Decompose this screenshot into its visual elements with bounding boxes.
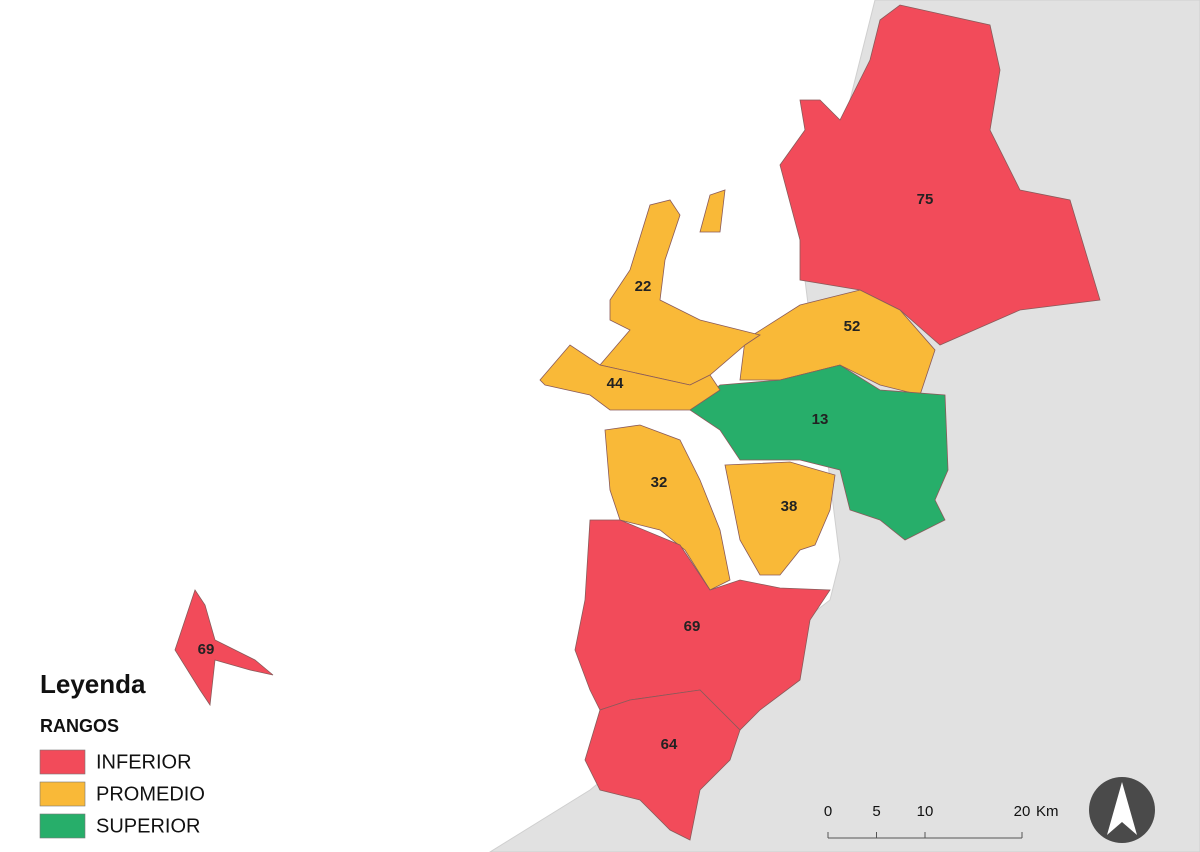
scale-tick-label: 10 <box>917 803 934 820</box>
region-label: 52 <box>844 318 861 335</box>
legend-swatch <box>39 749 86 775</box>
north-arrow <box>1089 777 1155 843</box>
region-label: 13 <box>812 411 829 428</box>
scale-bar: 0 5 10 20 Km <box>824 803 1059 839</box>
region-label: 64 <box>661 736 678 753</box>
legend-label: PROMEDIO <box>96 783 205 805</box>
legend-label: SUPERIOR <box>96 815 200 837</box>
region-islet <box>699 189 726 233</box>
region-label: 69 <box>198 641 215 658</box>
regions: 75 52 13 22 44 32 38 69 64 69 <box>174 4 1101 841</box>
region <box>539 344 721 411</box>
region <box>574 519 831 731</box>
region-label: 69 <box>684 618 701 635</box>
region <box>724 461 836 576</box>
region-label: 38 <box>781 498 798 515</box>
region <box>174 589 274 707</box>
scale-unit: Km <box>1036 803 1059 820</box>
region <box>584 689 741 841</box>
scale-tick-label: 0 <box>824 803 832 820</box>
region-label: 44 <box>607 375 624 392</box>
scale-tick-label: 20 <box>1014 803 1031 820</box>
north-arrow-needle <box>1107 782 1137 835</box>
region-label: 22 <box>635 278 652 295</box>
legend-swatch <box>39 813 86 839</box>
region-label: 32 <box>651 474 668 491</box>
legend: Leyenda RANGOS INFERIOR PROMEDIO SUPERIOR <box>39 669 205 839</box>
legend-title: Leyenda <box>40 669 146 699</box>
region-label: 75 <box>917 191 934 208</box>
region <box>599 199 761 386</box>
legend-swatch <box>39 781 86 807</box>
region <box>689 364 949 541</box>
scale-tick-label: 5 <box>872 803 880 820</box>
region <box>604 424 731 591</box>
legend-subtitle: RANGOS <box>40 716 119 736</box>
legend-label: INFERIOR <box>96 751 192 773</box>
